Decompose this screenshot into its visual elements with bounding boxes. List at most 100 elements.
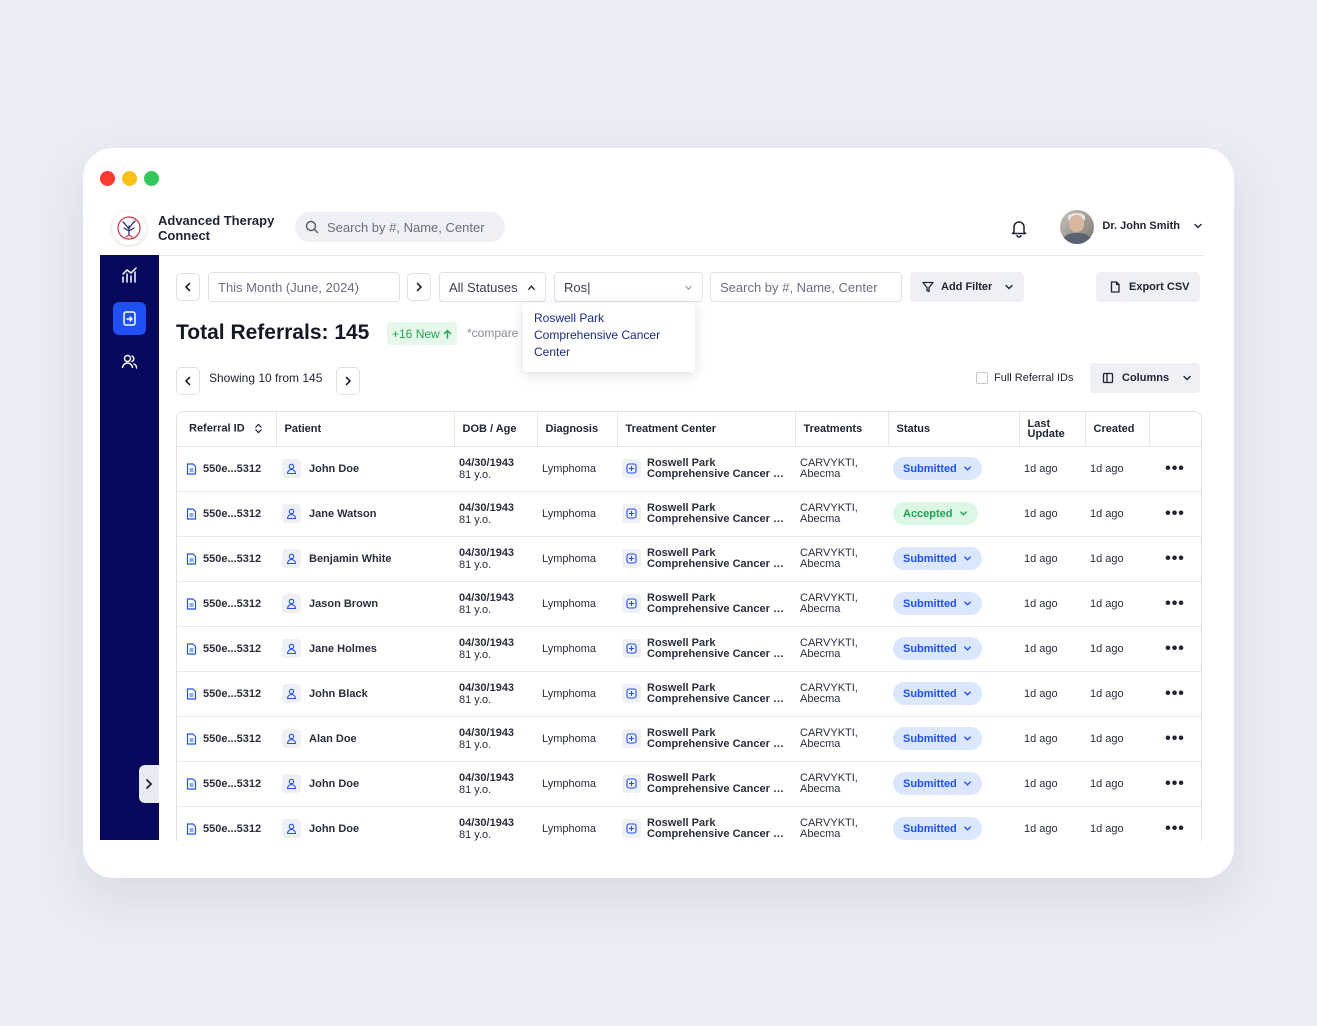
arrow-up-icon bbox=[443, 328, 451, 339]
referral-id[interactable]: 550e...5312 bbox=[203, 732, 262, 745]
treatment-line2: Abecma bbox=[800, 557, 841, 570]
columns-button[interactable]: Columns bbox=[1090, 363, 1200, 393]
referral-id[interactable]: 550e...5312 bbox=[203, 687, 262, 700]
center-name-line2: Comprehensive Cancer Center bbox=[647, 558, 787, 570]
table-row[interactable]: 550e...5312 Jane Watson 04/30/1943 81 y.… bbox=[177, 491, 1201, 537]
sidebar-item-referrals[interactable] bbox=[113, 302, 146, 335]
full-ids-checkbox[interactable] bbox=[976, 372, 988, 384]
prev-page-button[interactable] bbox=[176, 367, 200, 395]
column-header-patient[interactable]: Patient bbox=[276, 412, 455, 447]
row-actions-icon[interactable]: ••• bbox=[1149, 581, 1201, 627]
patient-name[interactable]: John Doe bbox=[309, 822, 360, 835]
column-header-treatments[interactable]: Treatments bbox=[795, 412, 889, 447]
center-filter-combobox[interactable]: Ros| bbox=[554, 272, 703, 302]
treatment-line1: CARVYKTI, bbox=[800, 501, 858, 514]
column-header-dob-age[interactable]: DOB / Age bbox=[454, 412, 538, 447]
referral-id[interactable]: 550e...5312 bbox=[203, 642, 262, 655]
hospital-icon bbox=[622, 684, 641, 703]
maximize-window-button[interactable] bbox=[144, 171, 159, 186]
row-actions-icon[interactable]: ••• bbox=[1149, 806, 1201, 841]
global-search[interactable] bbox=[295, 212, 505, 242]
referral-id[interactable]: 550e...5312 bbox=[203, 462, 262, 475]
document-icon bbox=[186, 687, 197, 700]
referral-id[interactable]: 550e...5312 bbox=[203, 822, 262, 835]
column-header-treatment-center[interactable]: Treatment Center bbox=[617, 412, 796, 447]
column-header-diagnosis[interactable]: Diagnosis bbox=[537, 412, 618, 447]
column-header-last-update[interactable]: Last Update bbox=[1019, 412, 1086, 447]
center-name-line2: Comprehensive Cancer Center bbox=[647, 738, 787, 750]
date-range-field[interactable]: This Month (June, 2024) bbox=[208, 272, 400, 302]
chevron-down-icon[interactable] bbox=[1192, 220, 1204, 232]
status-badge[interactable]: Submitted bbox=[893, 457, 982, 480]
user-name[interactable]: Dr. John Smith bbox=[1102, 220, 1180, 232]
table-row[interactable]: 550e...5312 Jane Holmes 04/30/1943 81 y.… bbox=[177, 626, 1201, 672]
table-row[interactable]: 550e...5312 Alan Doe 04/30/1943 81 y.o. … bbox=[177, 716, 1201, 762]
table-search-field[interactable]: Search by #, Name, Center bbox=[710, 272, 902, 302]
created: 1d ago bbox=[1085, 536, 1149, 582]
row-actions-icon[interactable]: ••• bbox=[1149, 626, 1201, 672]
center-filter-input[interactable]: Ros| bbox=[564, 279, 591, 295]
export-csv-button[interactable]: Export CSV bbox=[1096, 272, 1200, 302]
table-row[interactable]: 550e...5312 Benjamin White 04/30/1943 81… bbox=[177, 536, 1201, 582]
global-search-input[interactable] bbox=[325, 218, 499, 236]
close-window-button[interactable] bbox=[100, 171, 115, 186]
treatment-line1: CARVYKTI, bbox=[800, 456, 858, 469]
referral-id[interactable]: 550e...5312 bbox=[203, 507, 262, 520]
table-row[interactable]: 550e...5312 John Doe 04/30/1943 81 y.o. … bbox=[177, 446, 1201, 492]
column-header-status[interactable]: Status bbox=[888, 412, 1020, 447]
referral-id[interactable]: 550e...5312 bbox=[203, 777, 262, 790]
column-header-created[interactable]: Created bbox=[1085, 412, 1150, 447]
patient-name[interactable]: Alan Doe bbox=[309, 732, 357, 745]
add-filter-button[interactable]: Add Filter bbox=[910, 272, 1024, 302]
status-badge[interactable]: Submitted bbox=[893, 772, 982, 795]
center-name-line1: Roswell Park bbox=[647, 637, 716, 649]
notification-bell-icon[interactable] bbox=[1009, 218, 1029, 238]
age: 81 y.o. bbox=[459, 558, 492, 571]
next-period-button[interactable] bbox=[407, 273, 431, 301]
status-badge[interactable]: Submitted bbox=[893, 547, 982, 570]
patient-name[interactable]: Jason Brown bbox=[309, 597, 379, 610]
status-badge[interactable]: Submitted bbox=[893, 682, 982, 705]
referral-id[interactable]: 550e...5312 bbox=[203, 597, 262, 610]
table-row[interactable]: 550e...5312 John Doe 04/30/1943 81 y.o. … bbox=[177, 761, 1201, 807]
minimize-window-button[interactable] bbox=[122, 171, 137, 186]
status-badge[interactable]: Submitted bbox=[893, 592, 982, 615]
row-actions-icon[interactable]: ••• bbox=[1149, 446, 1201, 492]
patient-name[interactable]: Benjamin White bbox=[309, 552, 392, 565]
user-avatar[interactable] bbox=[1060, 210, 1094, 244]
table-row[interactable]: 550e...5312 John Doe 04/30/1943 81 y.o. … bbox=[177, 806, 1201, 841]
row-actions-icon[interactable]: ••• bbox=[1149, 716, 1201, 762]
table-row[interactable]: 550e...5312 Jason Brown 04/30/1943 81 y.… bbox=[177, 581, 1201, 627]
sidebar-item-analytics[interactable] bbox=[113, 259, 146, 292]
row-actions-icon[interactable]: ••• bbox=[1149, 491, 1201, 537]
center-name-line1: Roswell Park bbox=[647, 772, 716, 784]
table-row[interactable]: 550e...5312 John Black 04/30/1943 81 y.o… bbox=[177, 671, 1201, 717]
new-badge-label: +16 New bbox=[392, 326, 440, 341]
patient-name[interactable]: Jane Watson bbox=[309, 507, 377, 520]
patient-name[interactable]: John Doe bbox=[309, 777, 360, 790]
row-actions-icon[interactable]: ••• bbox=[1149, 761, 1201, 807]
next-page-button[interactable] bbox=[336, 367, 360, 395]
patient-name[interactable]: John Black bbox=[309, 687, 368, 700]
patient-name[interactable]: Jane Holmes bbox=[309, 642, 377, 655]
chevron-down-icon bbox=[1183, 375, 1191, 381]
sidebar-item-users[interactable] bbox=[113, 345, 146, 378]
status-filter-select[interactable]: All Statuses bbox=[439, 272, 546, 302]
status-badge[interactable]: Submitted bbox=[893, 727, 982, 750]
status-badge[interactable]: Submitted bbox=[893, 637, 982, 660]
row-actions-icon[interactable]: ••• bbox=[1149, 671, 1201, 717]
row-actions-icon[interactable]: ••• bbox=[1149, 536, 1201, 582]
column-header-referral-id[interactable]: Referral ID bbox=[177, 412, 277, 447]
full-referral-ids-toggle[interactable]: Full Referral IDs bbox=[976, 372, 1073, 384]
prev-period-button[interactable] bbox=[176, 273, 200, 301]
status-badge[interactable]: Submitted bbox=[893, 817, 982, 840]
referral-id[interactable]: 550e...5312 bbox=[203, 552, 262, 565]
patient-name[interactable]: John Doe bbox=[309, 462, 360, 475]
diagnosis: Lymphoma bbox=[537, 491, 617, 537]
app-logo-icon[interactable] bbox=[112, 211, 146, 245]
sidebar-expand-button[interactable] bbox=[139, 765, 159, 803]
autocomplete-option[interactable]: Roswell Park Comprehensive Cancer Center bbox=[534, 311, 661, 359]
status-badge[interactable]: Accepted bbox=[893, 502, 978, 525]
chevron-right-icon bbox=[146, 779, 153, 789]
sort-icon[interactable] bbox=[254, 423, 263, 434]
